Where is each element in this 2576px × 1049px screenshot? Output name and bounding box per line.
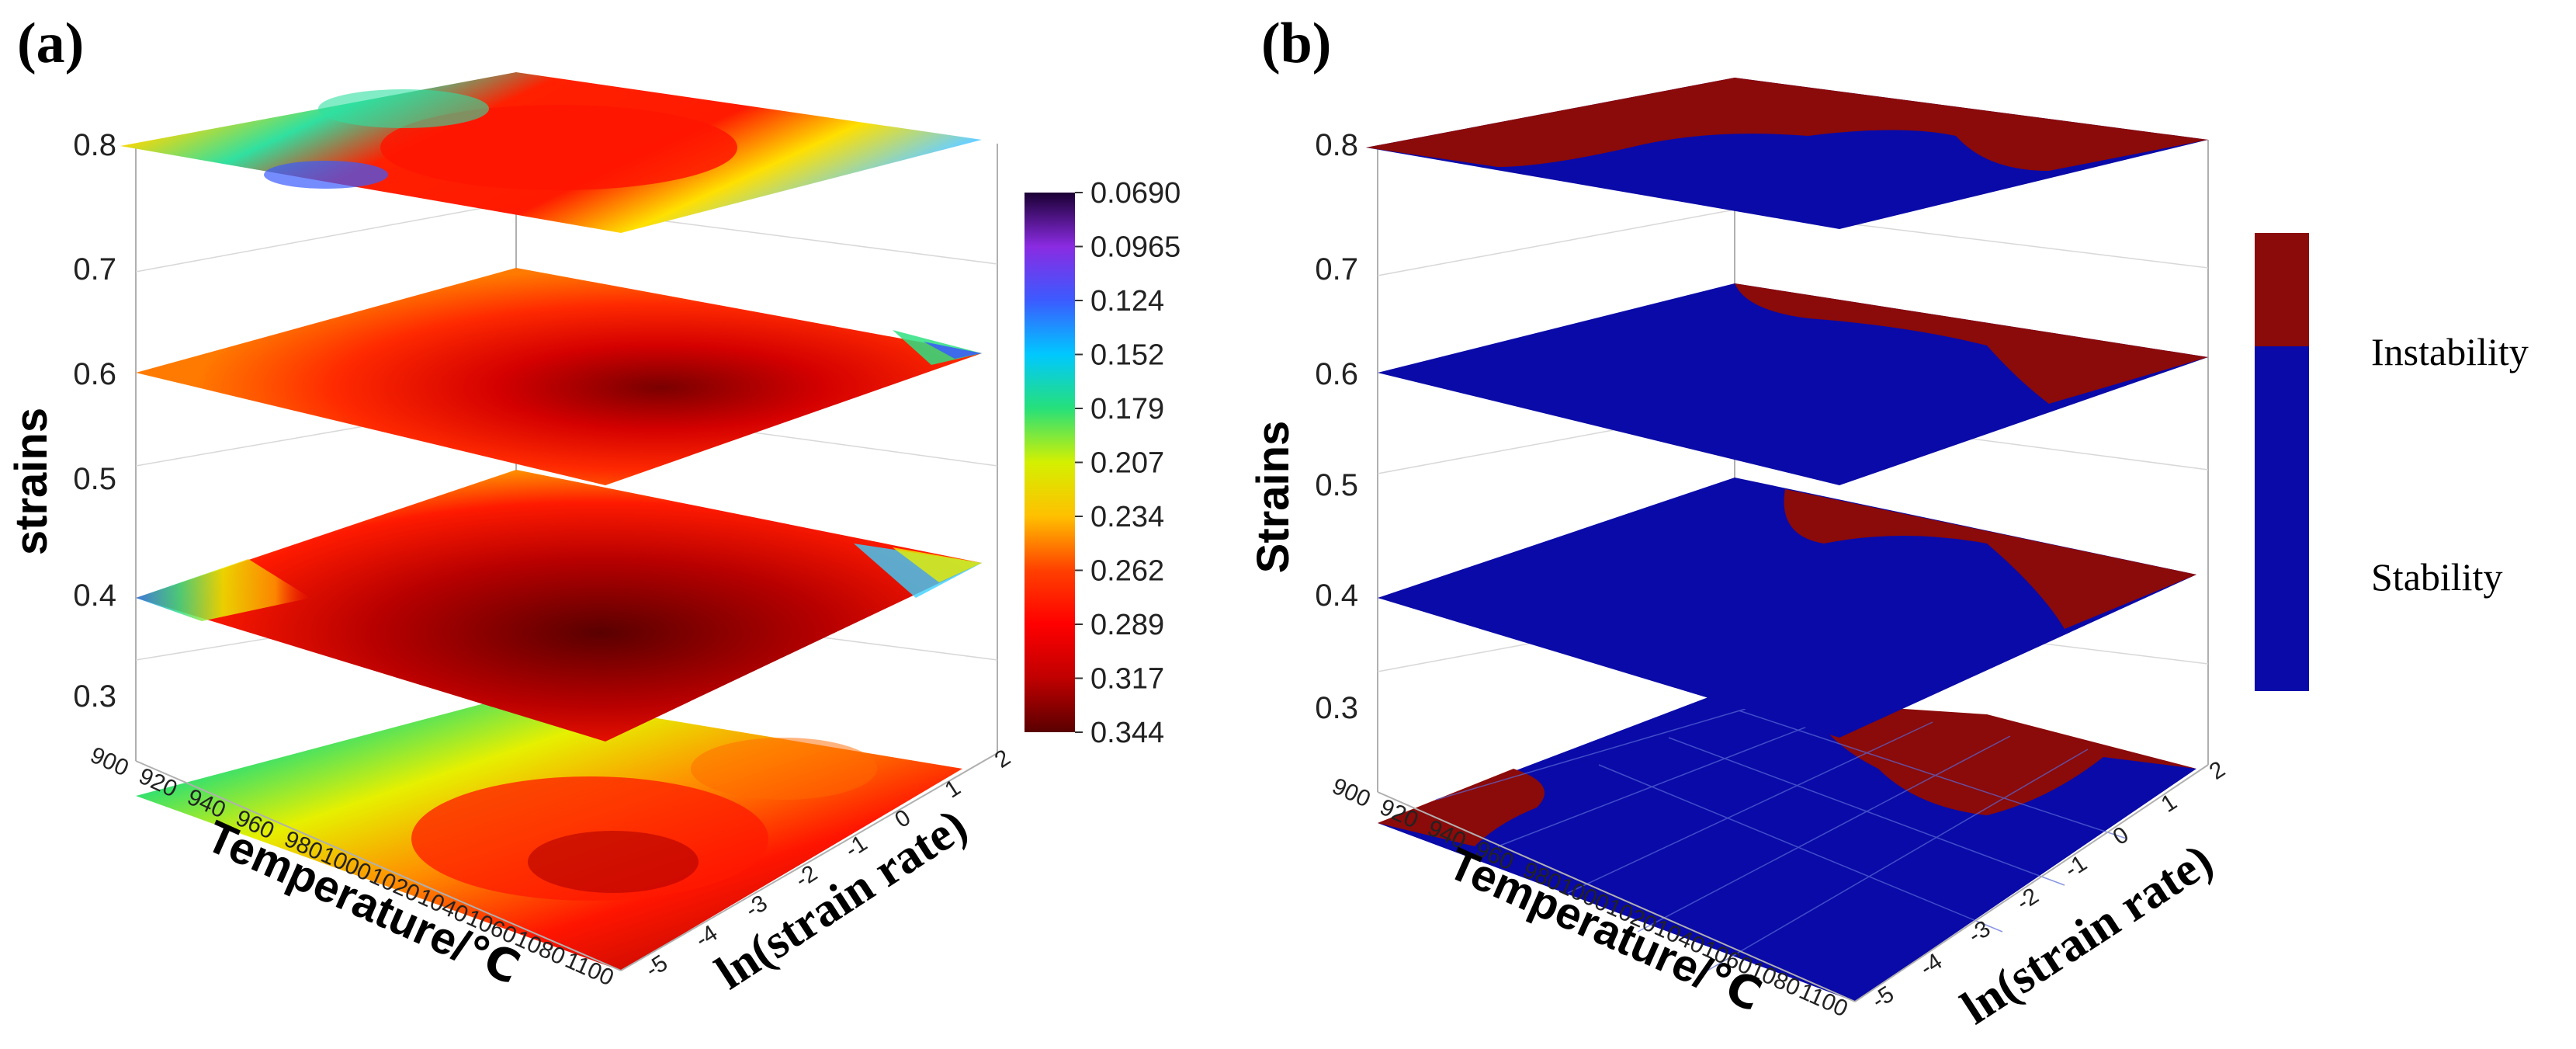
z-tick: 0.6 (1315, 357, 1358, 391)
z-tick: 0.8 (73, 128, 116, 162)
panel-b-z-title: Strains (1248, 421, 1298, 574)
z-tick: 0.5 (73, 462, 116, 496)
colorbar-tick-label: 0.124 (1090, 285, 1164, 318)
colorbar-tick-label: 0.152 (1090, 339, 1164, 372)
colorbar-tick-label: 0.317 (1090, 663, 1164, 696)
colorbar-tick-label: 0.344 (1090, 717, 1164, 749)
panel-a-slice-0.2 (136, 695, 962, 971)
z-tick: 0.8 (1315, 128, 1358, 162)
colorbar-tick-label: 0.207 (1090, 447, 1164, 480)
panel-a-colorbar: 0.0690 0.0965 0.124 0.152 0.179 0.207 0.234 0.2… (1025, 177, 1181, 749)
strain-rate-tick: 2 (990, 745, 1015, 773)
colorbar-tick-label: 0.289 (1090, 609, 1164, 641)
panel-b: (b) (1248, 12, 2529, 1035)
legend-label-stability: Stability (2371, 555, 2502, 599)
legend-label-instability: Instability (2371, 330, 2529, 373)
legend-swatch-stability (2255, 346, 2309, 691)
panel-a: (a) (6, 12, 1181, 1000)
panel-a-slice-0.6 (136, 268, 982, 485)
strain-rate-tick: 1 (2157, 789, 2182, 818)
strain-rate-tick: 0 (2109, 821, 2134, 850)
panel-b-front-axes (1377, 764, 2209, 1002)
colorbar-gradient (1025, 193, 1075, 732)
z-tick: 0.4 (73, 578, 116, 613)
colorbar-tick-label: 0.262 (1090, 555, 1164, 588)
colorbar-tick-label: 0.179 (1090, 393, 1164, 426)
legend-swatch-instability (2255, 233, 2309, 348)
z-tick: 0.4 (1315, 578, 1358, 613)
panel-b-slice-0.8 (1366, 78, 2208, 229)
strain-rate-tick: 1 (941, 775, 966, 804)
z-tick: 0.3 (73, 679, 116, 714)
colorbar-tick-label: 0.0965 (1090, 231, 1181, 264)
panel-b-legend: Instability Stability (2255, 233, 2529, 691)
panel-a-z-title: strains (6, 408, 57, 555)
panel-b-slice-0.2 (1378, 687, 2196, 1002)
panel-b-slice-0.4 (1378, 478, 2196, 738)
z-tick: 0.5 (1315, 468, 1358, 502)
colorbar-tick-label: 0.234 (1090, 501, 1164, 533)
z-tick: 0.3 (1315, 691, 1358, 725)
panel-b-slice-0.6 (1378, 283, 2208, 485)
temperature-tick: 900 (86, 742, 132, 782)
temperature-tick: 900 (1328, 773, 1374, 813)
z-tick: 0.6 (73, 357, 116, 391)
z-tick: 0.7 (1315, 252, 1358, 287)
colorbar-tick-label: 0.0690 (1090, 177, 1181, 210)
panel-a-slice-0.8 (120, 72, 982, 233)
panel-b-label: (b) (1261, 12, 1331, 75)
panel-a-z-ticks: 0.8 0.7 0.6 0.5 0.4 0.3 (73, 128, 116, 714)
panel-b-z-ticks: 0.8 0.7 0.6 0.5 0.4 0.3 (1315, 128, 1358, 725)
z-tick: 0.7 (73, 252, 116, 287)
strain-rate-tick: 2 (2205, 756, 2230, 785)
panel-a-slice-0.4 (136, 470, 982, 742)
panel-a-label: (a) (17, 12, 84, 75)
panel-a-front-axes (135, 752, 998, 971)
